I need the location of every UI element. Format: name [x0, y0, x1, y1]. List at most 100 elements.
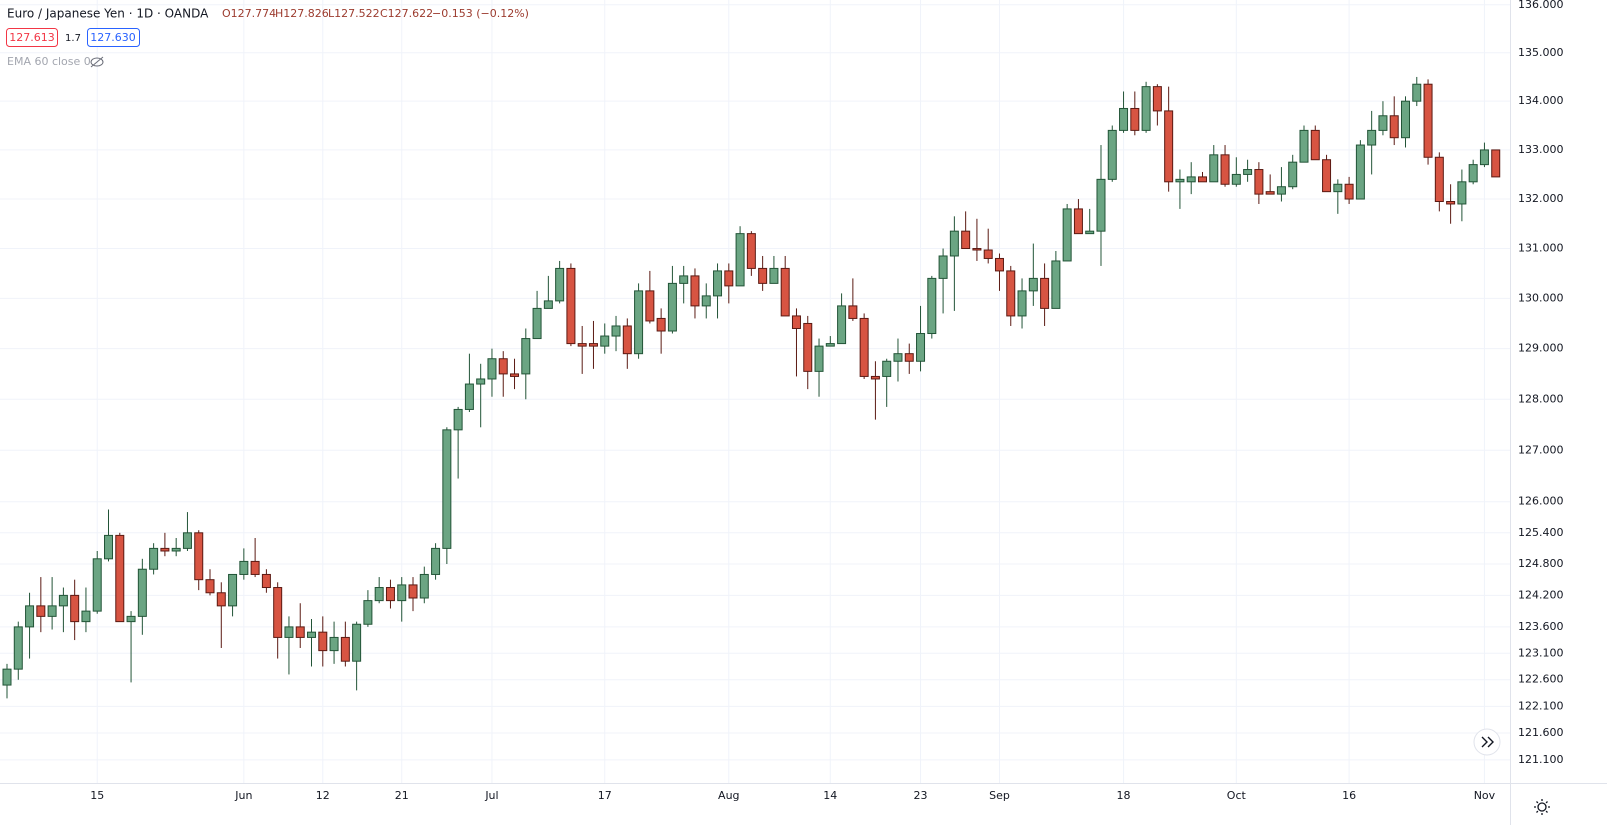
eye[interactable] — [90, 57, 104, 67]
candle-body — [1468, 164, 1478, 183]
candle-body — [622, 325, 632, 355]
candle-body — [758, 267, 768, 284]
close-label: C127.622 — [380, 7, 433, 20]
candle-body — [1400, 100, 1410, 139]
candle-body — [893, 353, 903, 362]
candle-body — [1107, 129, 1117, 180]
scroll-icon[interactable] — [1481, 736, 1494, 748]
candle-body — [927, 277, 937, 335]
candle-body — [25, 605, 35, 628]
candle-body — [1378, 115, 1388, 131]
candle-body — [1389, 115, 1399, 139]
gear-center[interactable] — [1537, 802, 1547, 812]
candle-body — [972, 248, 982, 251]
candle-body — [780, 267, 790, 317]
candle-body — [397, 584, 407, 602]
y-tick-label: 125.400 — [1518, 526, 1564, 539]
y-tick-label: 124.800 — [1518, 557, 1564, 570]
x-tick-label: Nov — [1474, 789, 1496, 802]
candle-body — [228, 573, 238, 607]
gear-teeth[interactable] — [1534, 799, 1550, 815]
candle-body — [600, 335, 610, 347]
candle-body — [882, 360, 892, 377]
sell-badge[interactable] — [6, 28, 58, 47]
candle-body — [1479, 149, 1489, 166]
candle-body — [13, 626, 23, 670]
x-tick-label: 15 — [90, 789, 104, 802]
x-tick-label: Oct — [1227, 789, 1247, 802]
candle-body — [1434, 156, 1444, 203]
x-tick-label: 17 — [598, 789, 612, 802]
candle-body — [1446, 201, 1456, 205]
candle-body — [1220, 154, 1230, 185]
candle-body — [318, 631, 328, 652]
candle-body — [1367, 129, 1377, 146]
candle-body — [160, 547, 170, 552]
candle-body — [1028, 277, 1038, 292]
candle-body — [555, 267, 565, 302]
candle-body — [803, 322, 813, 372]
candle-body — [70, 594, 80, 623]
sell-price[interactable]: 127.613 — [9, 31, 55, 44]
candle-body — [611, 325, 621, 337]
candle-body — [307, 631, 317, 638]
candle-body — [36, 605, 46, 617]
candle-body — [1423, 83, 1433, 158]
candle-body — [938, 255, 948, 279]
candle-body — [746, 233, 756, 269]
candle-body — [92, 558, 102, 612]
y-tick-label: 126.000 — [1518, 495, 1564, 508]
candle-body — [1412, 83, 1422, 102]
x-tick-label: 23 — [914, 789, 928, 802]
y-tick-label: 129.000 — [1518, 342, 1564, 355]
candle-body — [1333, 183, 1343, 193]
settings-icon[interactable] — [1534, 799, 1550, 815]
hide-icon[interactable] — [90, 56, 104, 68]
candle-body — [690, 275, 700, 307]
candle-body — [205, 579, 215, 594]
candle-body — [216, 592, 226, 607]
candle-body — [137, 568, 147, 617]
x-tick-label: 21 — [395, 789, 409, 802]
y-tick-label: 121.100 — [1518, 753, 1564, 766]
candle-body — [510, 373, 520, 377]
open-label: O127.774 — [222, 7, 276, 20]
candle-body — [1288, 161, 1298, 188]
x-tick-label: 12 — [316, 789, 330, 802]
candle-body — [656, 317, 666, 332]
candle-body — [994, 257, 1004, 272]
candle-body — [104, 534, 114, 560]
candle-body — [431, 547, 441, 575]
y-tick-label: 122.100 — [1518, 699, 1564, 712]
candle-body — [295, 626, 305, 638]
candle-body — [713, 270, 723, 297]
candle-body — [419, 573, 429, 599]
candle-body — [47, 605, 57, 617]
candle-body — [1051, 260, 1061, 309]
candle-body — [250, 560, 260, 575]
y-tick-label: 135.000 — [1518, 46, 1564, 59]
candle-body — [983, 249, 993, 259]
buy-price[interactable]: 127.630 — [90, 31, 136, 44]
candle-body — [239, 560, 249, 575]
y-tick-label: 123.100 — [1518, 646, 1564, 659]
candle-body — [1062, 208, 1072, 262]
candle-body — [577, 343, 587, 347]
candle-body — [182, 532, 192, 549]
x-tick-label: 14 — [823, 789, 837, 802]
candle-body — [1130, 107, 1140, 131]
buy-badge[interactable] — [87, 28, 140, 47]
slash[interactable] — [90, 56, 104, 68]
candle-body — [1457, 181, 1467, 205]
candle-body — [1085, 230, 1095, 235]
candle-body — [487, 358, 497, 380]
x-tick-label: 16 — [1342, 789, 1356, 802]
candle-body — [1073, 208, 1083, 235]
candle-body — [363, 600, 373, 625]
candle-body — [1141, 86, 1151, 131]
candle-body — [848, 305, 858, 319]
candle-body — [476, 378, 486, 385]
candle-body — [1040, 277, 1050, 309]
